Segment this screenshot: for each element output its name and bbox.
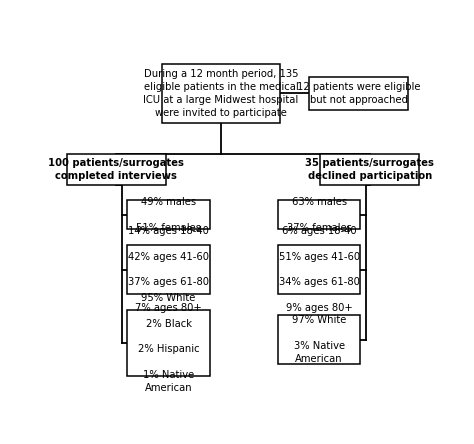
FancyBboxPatch shape	[278, 315, 360, 365]
Text: 12 patients were eligible
but not approached: 12 patients were eligible but not approa…	[297, 82, 420, 105]
Text: 95% White

2% Black

2% Hispanic

1% Native
American: 95% White 2% Black 2% Hispanic 1% Native…	[138, 293, 200, 393]
Text: 6% ages 18-40

51% ages 41-60

34% ages 61-80

9% ages 80+: 6% ages 18-40 51% ages 41-60 34% ages 61…	[279, 226, 360, 313]
FancyBboxPatch shape	[162, 63, 280, 123]
FancyBboxPatch shape	[309, 77, 408, 110]
Text: 63% males

37% females: 63% males 37% females	[287, 197, 352, 233]
Text: 97% White

3% Native
American: 97% White 3% Native American	[292, 315, 346, 364]
Text: 35 patients/surrogates
declined participation: 35 patients/surrogates declined particip…	[305, 158, 434, 181]
FancyBboxPatch shape	[127, 200, 210, 230]
FancyBboxPatch shape	[127, 245, 210, 294]
Text: During a 12 month period, 135
eligible patients in the medical
ICU at a large Mi: During a 12 month period, 135 eligible p…	[143, 69, 299, 118]
FancyBboxPatch shape	[127, 310, 210, 377]
Text: 49% males

51% females: 49% males 51% females	[136, 197, 201, 233]
FancyBboxPatch shape	[278, 200, 360, 230]
Text: 14% ages 18-40

42% ages 41-60

37% ages 61-80

7% ages 80+: 14% ages 18-40 42% ages 41-60 37% ages 6…	[128, 226, 209, 313]
Text: 100 patients/surrogates
completed interviews: 100 patients/surrogates completed interv…	[48, 158, 184, 181]
FancyBboxPatch shape	[66, 154, 166, 185]
FancyBboxPatch shape	[320, 154, 419, 185]
FancyBboxPatch shape	[278, 245, 360, 294]
